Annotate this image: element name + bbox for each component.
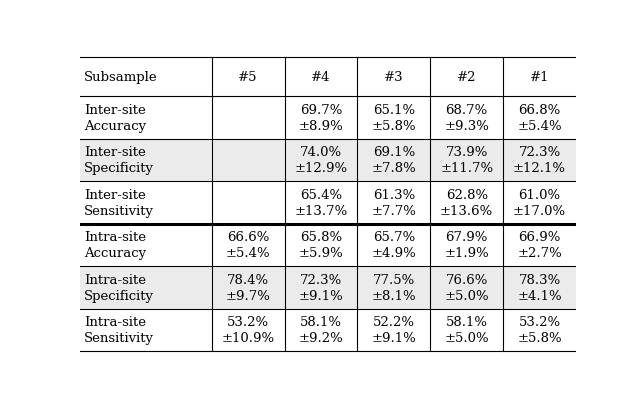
Text: Inter-site
Specificity: Inter-site Specificity [84,146,154,175]
Text: 66.8%
±5.4%: 66.8% ±5.4% [517,104,562,133]
Text: 65.4%
±13.7%: 65.4% ±13.7% [294,188,348,217]
Bar [80,139,576,182]
Text: 66.9%
±2.7%: 66.9% ±2.7% [517,231,562,260]
Text: #4: #4 [311,71,331,84]
Text: #2: #2 [457,71,476,84]
Text: Inter-site
Accuracy: Inter-site Accuracy [84,104,146,133]
Text: 73.9%
±11.7%: 73.9% ±11.7% [440,146,493,175]
Text: 58.1%
±9.2%: 58.1% ±9.2% [299,315,344,344]
Text: 65.1%
±5.8%: 65.1% ±5.8% [372,104,416,133]
Text: Intra-site
Specificity: Intra-site Specificity [84,273,154,302]
Text: 61.0%
±17.0%: 61.0% ±17.0% [513,188,566,217]
Text: 78.3%
±4.1%: 78.3% ±4.1% [517,273,562,302]
Text: 58.1%
±5.0%: 58.1% ±5.0% [444,315,489,344]
Text: Inter-site
Sensitivity: Inter-site Sensitivity [84,188,154,217]
Text: #5: #5 [238,71,258,84]
Text: Subsample: Subsample [84,71,157,84]
Text: #3: #3 [384,71,404,84]
Text: 77.5%
±8.1%: 77.5% ±8.1% [372,273,416,302]
Text: 53.2%
±5.8%: 53.2% ±5.8% [517,315,562,344]
Text: 68.7%
±9.3%: 68.7% ±9.3% [444,104,489,133]
Text: 72.3%
±9.1%: 72.3% ±9.1% [299,273,344,302]
Text: 65.7%
±4.9%: 65.7% ±4.9% [371,231,416,260]
Text: 52.2%
±9.1%: 52.2% ±9.1% [371,315,416,344]
Text: Intra-site
Accuracy: Intra-site Accuracy [84,231,146,260]
Bar [80,266,576,309]
Text: #1: #1 [530,71,549,84]
Text: Intra-site
Sensitivity: Intra-site Sensitivity [84,315,154,344]
Text: 72.3%
±12.1%: 72.3% ±12.1% [513,146,566,175]
Text: 66.6%
±5.4%: 66.6% ±5.4% [226,231,271,260]
Text: 61.3%
±7.7%: 61.3% ±7.7% [371,188,416,217]
Text: 74.0%
±12.9%: 74.0% ±12.9% [294,146,348,175]
Text: 69.1%
±7.8%: 69.1% ±7.8% [371,146,416,175]
Text: 65.8%
±5.9%: 65.8% ±5.9% [299,231,344,260]
Text: 69.7%
±8.9%: 69.7% ±8.9% [299,104,344,133]
Text: 67.9%
±1.9%: 67.9% ±1.9% [444,231,489,260]
Text: 53.2%
±10.9%: 53.2% ±10.9% [221,315,275,344]
Text: 78.4%
±9.7%: 78.4% ±9.7% [226,273,271,302]
Text: 76.6%
±5.0%: 76.6% ±5.0% [444,273,489,302]
Text: 62.8%
±13.6%: 62.8% ±13.6% [440,188,493,217]
